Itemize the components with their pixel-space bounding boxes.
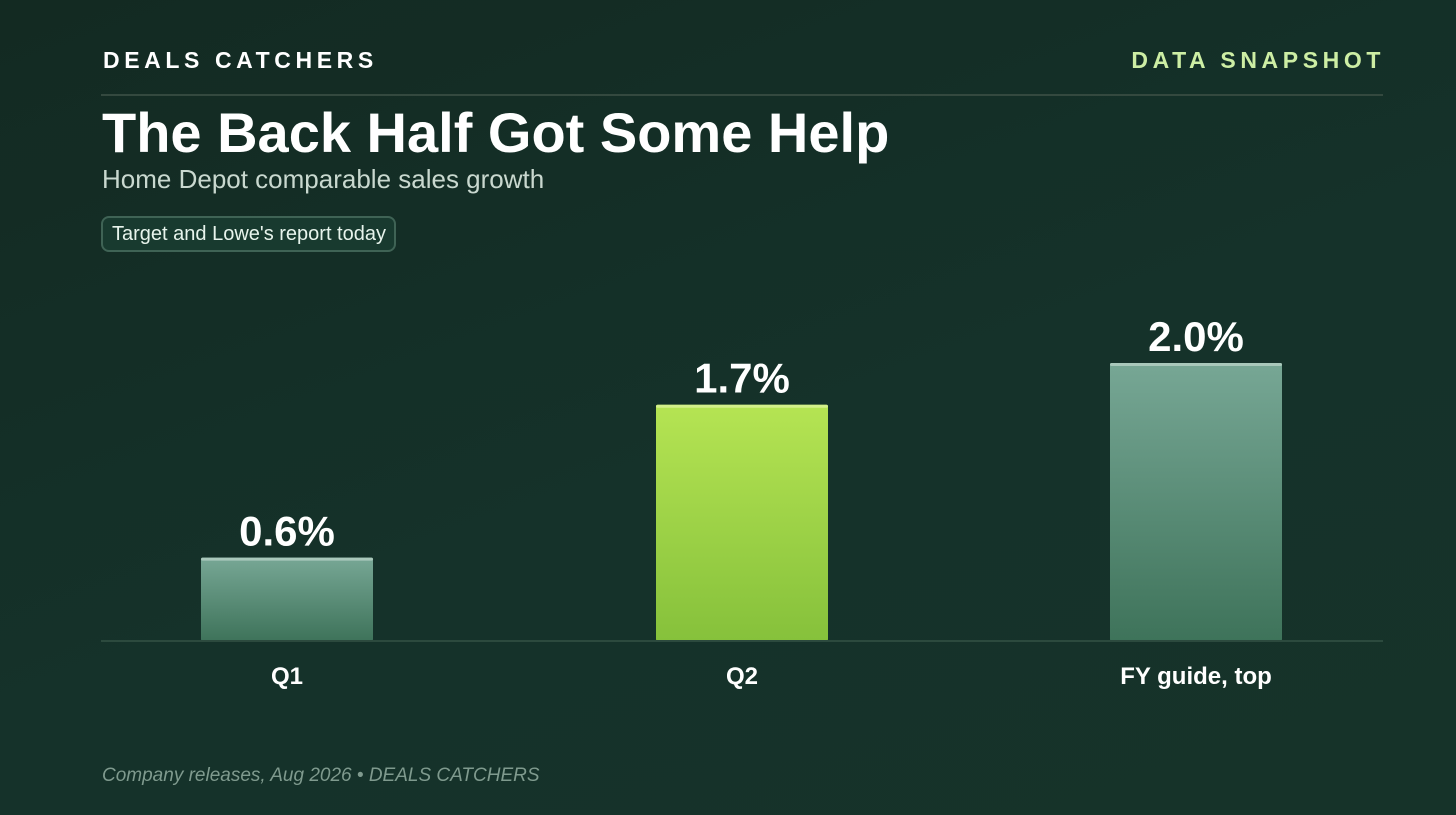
bar-cap-0 <box>201 557 373 561</box>
value-label-2: 2.0% <box>1148 313 1244 360</box>
callout-badge: Target and Lowe's report today <box>101 216 396 252</box>
chart-subtitle: Home Depot comparable sales growth <box>102 164 545 194</box>
chart-title: The Back Half Got Some Help <box>102 101 890 164</box>
brand-name: DEALS CATCHERS <box>103 47 378 73</box>
category-label-0: Q1 <box>271 663 303 690</box>
value-label-1: 1.7% <box>694 355 790 402</box>
bar-2 <box>1110 363 1282 641</box>
bar-cap-2 <box>1110 363 1282 366</box>
header-divider <box>101 94 1383 96</box>
bar-cap-1 <box>656 404 828 408</box>
bar-0 <box>201 557 373 641</box>
source-footnote: Company releases, Aug 2026 • DEALS CATCH… <box>102 765 540 786</box>
category-label-1: Q2 <box>726 663 758 690</box>
bar-1 <box>656 404 828 641</box>
section-tag: DATA SNAPSHOT <box>1131 47 1385 73</box>
category-label-2: FY guide, top <box>1120 663 1272 690</box>
value-label-0: 0.6% <box>239 508 335 555</box>
